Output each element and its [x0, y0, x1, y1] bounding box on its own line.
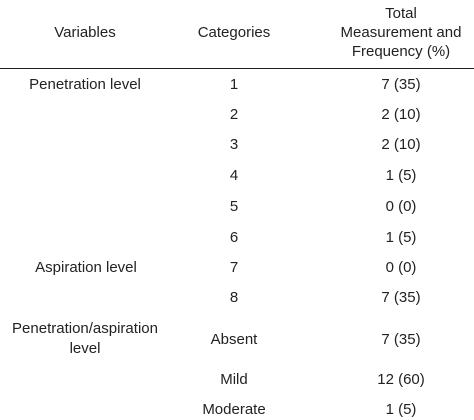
row-value: 7 (35)	[381, 331, 421, 348]
header-total-line2: Measurement and	[340, 24, 462, 41]
header-categories: Categories	[197, 24, 271, 41]
header-total-line3: Frequency (%)	[351, 43, 451, 60]
row-category: 3	[229, 136, 239, 153]
row-category: 5	[229, 198, 239, 215]
row-category: 4	[229, 167, 239, 184]
row-value: 2 (10)	[381, 136, 421, 153]
header-variables: Variables	[54, 24, 116, 41]
row-value: 7 (35)	[381, 289, 421, 306]
row-value: 12 (60)	[377, 371, 425, 388]
row-variable: Aspiration level	[35, 259, 137, 276]
header-total-line1: Total	[385, 5, 417, 22]
row-category: 1	[229, 76, 239, 93]
row-variable-line2: level	[69, 340, 101, 357]
row-value: 0 (0)	[385, 259, 417, 276]
row-category: Absent	[210, 331, 258, 348]
row-value: 7 (35)	[381, 76, 421, 93]
row-value: 1 (5)	[385, 167, 417, 184]
row-category: Moderate	[202, 401, 266, 418]
row-value: 2 (10)	[381, 106, 421, 123]
row-category: 7	[229, 259, 239, 276]
row-value: 1 (5)	[385, 229, 417, 246]
row-value: 1 (5)	[385, 401, 417, 418]
row-category: 8	[229, 289, 239, 306]
row-category: 2	[229, 106, 239, 123]
row-value: 0 (0)	[385, 198, 417, 215]
header-rule	[0, 68, 474, 69]
row-variable: Penetration/aspiration	[12, 320, 158, 337]
row-category: 6	[229, 229, 239, 246]
row-category: Mild	[220, 371, 248, 388]
row-variable: Penetration level	[29, 76, 141, 93]
